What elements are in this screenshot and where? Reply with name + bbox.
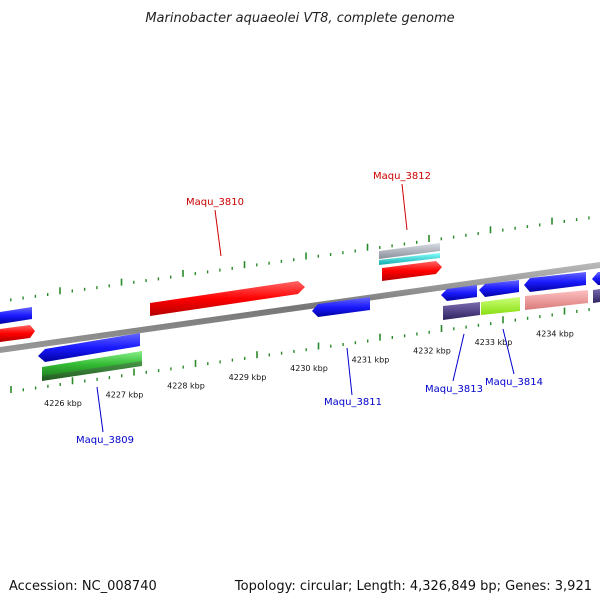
- gene-maqu-3814-lime[interactable]: [481, 297, 520, 315]
- forward-ruler: [10, 216, 590, 302]
- kbp-tick-label: 4233 kbp: [475, 338, 513, 347]
- gene-maqu-3809-green[interactable]: [42, 351, 142, 378]
- reverse-ruler: [10, 307, 590, 393]
- gene-3812-cyan[interactable]: [379, 253, 440, 265]
- gene-label-maqu-3810[interactable]: Maqu_3810: [186, 197, 244, 208]
- kbp-tick-label: 4230 kbp: [290, 364, 328, 373]
- gene-maqu-3810[interactable]: [150, 281, 305, 316]
- leader-maqu-3813: [452, 333, 465, 382]
- gene-forward-left-blue[interactable]: [0, 307, 32, 324]
- kbp-tick-label: 4228 kbp: [167, 382, 205, 391]
- kbp-tick-labels: 4226 kbp 4227 kbp 4228 kbp 4229 kbp 4230 kbp…: [44, 329, 574, 408]
- gene-maqu-3812[interactable]: [382, 261, 442, 281]
- gene-3816-blue[interactable]: [592, 272, 600, 285]
- genome-backbone: [0, 262, 600, 353]
- gene-3815-blue[interactable]: [524, 272, 586, 292]
- gene-3812-gray[interactable]: [379, 243, 440, 259]
- gene-maqu-3814-blue[interactable]: [479, 280, 519, 297]
- leader-maqu-3814: [502, 328, 515, 375]
- gene-leaders: [96, 183, 515, 433]
- gene-label-maqu-3809[interactable]: Maqu_3809: [76, 435, 134, 446]
- leader-maqu-3812: [401, 183, 408, 231]
- kbp-tick-label: 4227 kbp: [106, 390, 144, 399]
- leader-maqu-3811: [346, 347, 353, 396]
- genome-summary-text: Topology: circular; Length: 4,326,849 bp…: [234, 579, 592, 594]
- gene-maqu-3809-blue[interactable]: [38, 333, 140, 362]
- gene-maqu-3809-darkgreen[interactable]: [42, 361, 142, 381]
- gene-3815-pink[interactable]: [525, 290, 588, 310]
- leader-maqu-3810: [214, 209, 222, 257]
- gene-label-maqu-3812[interactable]: Maqu_3812: [373, 171, 431, 182]
- reverse-genes: [38, 272, 600, 381]
- kbp-tick-label: 4234 kbp: [536, 329, 574, 338]
- forward-genes: [0, 243, 442, 342]
- leader-maqu-3809: [96, 386, 104, 433]
- gene-label-maqu-3811[interactable]: Maqu_3811: [324, 397, 382, 408]
- gene-maqu-3811[interactable]: [312, 297, 370, 317]
- accession-text: Accession: NC_008740: [9, 579, 157, 594]
- map-title: Marinobacter aquaeolei VT8, complete gen…: [145, 11, 454, 26]
- gene-3816-purple[interactable]: [593, 289, 600, 303]
- kbp-tick-label: 4226 kbp: [44, 399, 82, 408]
- kbp-tick-label: 4229 kbp: [229, 373, 267, 382]
- kbp-tick-label: 4232 kbp: [413, 347, 451, 356]
- gene-forward-left-red[interactable]: [0, 325, 35, 342]
- gene-labels: Maqu_3809 Maqu_3810 Maqu_3811 Maqu_3812 …: [76, 171, 543, 446]
- kbp-tick-label: 4231 kbp: [352, 356, 390, 365]
- gene-maqu-3813-purple[interactable]: [443, 302, 480, 320]
- gene-label-maqu-3814[interactable]: Maqu_3814: [485, 377, 543, 388]
- gene-maqu-3813-blue[interactable]: [441, 285, 477, 301]
- gene-label-maqu-3813[interactable]: Maqu_3813: [425, 384, 483, 395]
